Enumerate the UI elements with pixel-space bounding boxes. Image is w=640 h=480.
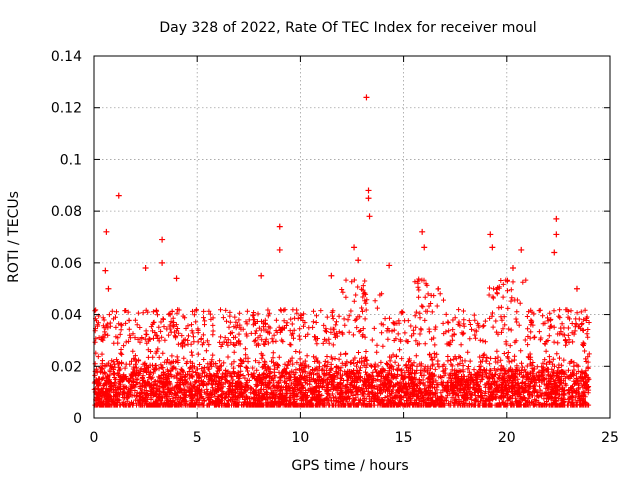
outlier-point (366, 213, 373, 220)
outlier-point (573, 285, 580, 292)
outlier-point (102, 267, 109, 274)
x-tick-label: 15 (395, 430, 413, 446)
outlier-point (276, 223, 283, 230)
outlier-point (509, 265, 516, 272)
y-tick-label: 0.04 (51, 308, 82, 324)
outlier-point (553, 215, 560, 222)
y-tick-label: 0.06 (51, 256, 82, 272)
x-tick-label: 0 (90, 430, 99, 446)
outlier-point (365, 187, 372, 194)
outlier-point (351, 244, 358, 251)
scatter-cloud (91, 276, 592, 408)
gridlines (94, 56, 610, 418)
x-tick-label: 10 (291, 430, 309, 446)
outlier-point (551, 249, 558, 256)
y-tick-label: 0.08 (51, 204, 82, 220)
outlier-point (487, 231, 494, 238)
y-tick-label: 0.1 (60, 152, 82, 168)
data-points (91, 94, 592, 408)
x-axis-label: GPS time / hours (291, 458, 408, 474)
outlier-point (363, 94, 370, 101)
axes: 0 5 10 15 20 25 0 0.02 0.04 0.06 0.08 0.1 0.12 0.14 (51, 49, 619, 446)
outlier-point (518, 246, 525, 253)
outlier-point (489, 244, 496, 251)
outlier-point (328, 272, 335, 279)
outlier-point (276, 246, 283, 253)
plot-frame (93, 55, 611, 419)
outlier-point (159, 259, 166, 266)
y-tick-label: 0 (73, 411, 82, 427)
chart-title: Day 328 of 2022, Rate Of TEC Index for r… (159, 20, 536, 36)
outlier-point (105, 285, 112, 292)
outlier-point (103, 228, 110, 235)
x-tick-label: 20 (498, 430, 516, 446)
outlier-point (419, 228, 426, 235)
outlier-point (258, 272, 265, 279)
outlier-point (355, 257, 362, 264)
outlier-point (365, 195, 372, 202)
outlier-point (159, 236, 166, 243)
x-tick-label: 5 (193, 430, 202, 446)
y-tick-label: 0.02 (51, 359, 82, 375)
outlier-point (173, 275, 180, 282)
outlier-point (142, 265, 149, 272)
y-axis-label: ROTI / TECUs (6, 191, 22, 283)
y-tick-label: 0.12 (51, 101, 82, 117)
outlier-point (553, 231, 560, 238)
y-tick-label: 0.14 (51, 49, 82, 65)
x-tick-label: 25 (601, 430, 619, 446)
outlier-point (421, 244, 428, 251)
outlier-point (386, 262, 393, 269)
outlier-point (115, 192, 122, 199)
